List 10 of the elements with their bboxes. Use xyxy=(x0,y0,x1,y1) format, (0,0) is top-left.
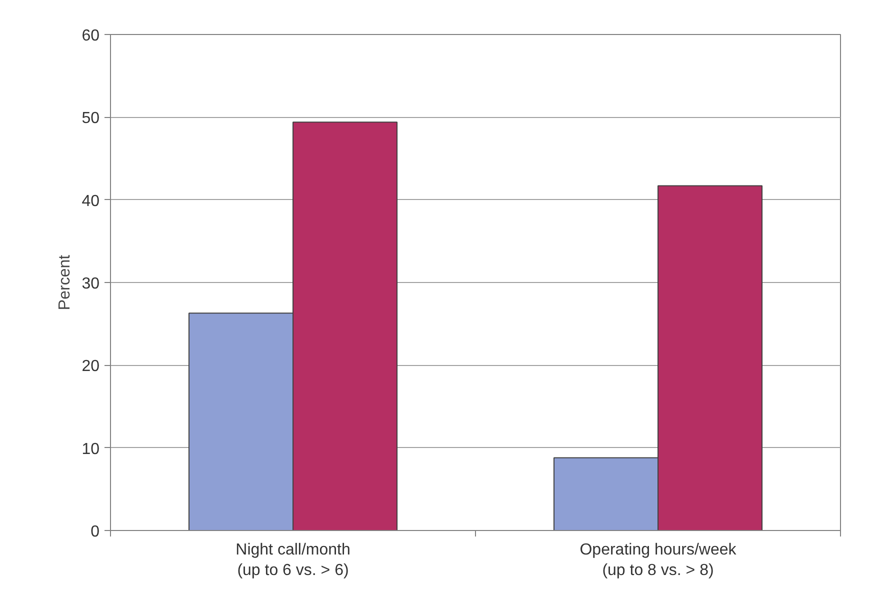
y-tick-label: 40 xyxy=(82,192,100,210)
y-tick-label: 0 xyxy=(90,524,100,540)
y-tick-label: 30 xyxy=(82,276,100,292)
y-tick-label: 60 xyxy=(82,28,100,44)
y-tick-label: 50 xyxy=(82,110,100,128)
y-tick-label: 20 xyxy=(82,358,100,376)
y-tick-label: 10 xyxy=(82,440,100,458)
y-axis-title: Percent xyxy=(56,254,74,310)
x-tick-label: Operating hours/week (up to 8 vs. > 8) xyxy=(580,542,738,579)
x-tick-label: Night call/month (up to 6 vs. > 6) xyxy=(236,542,350,579)
